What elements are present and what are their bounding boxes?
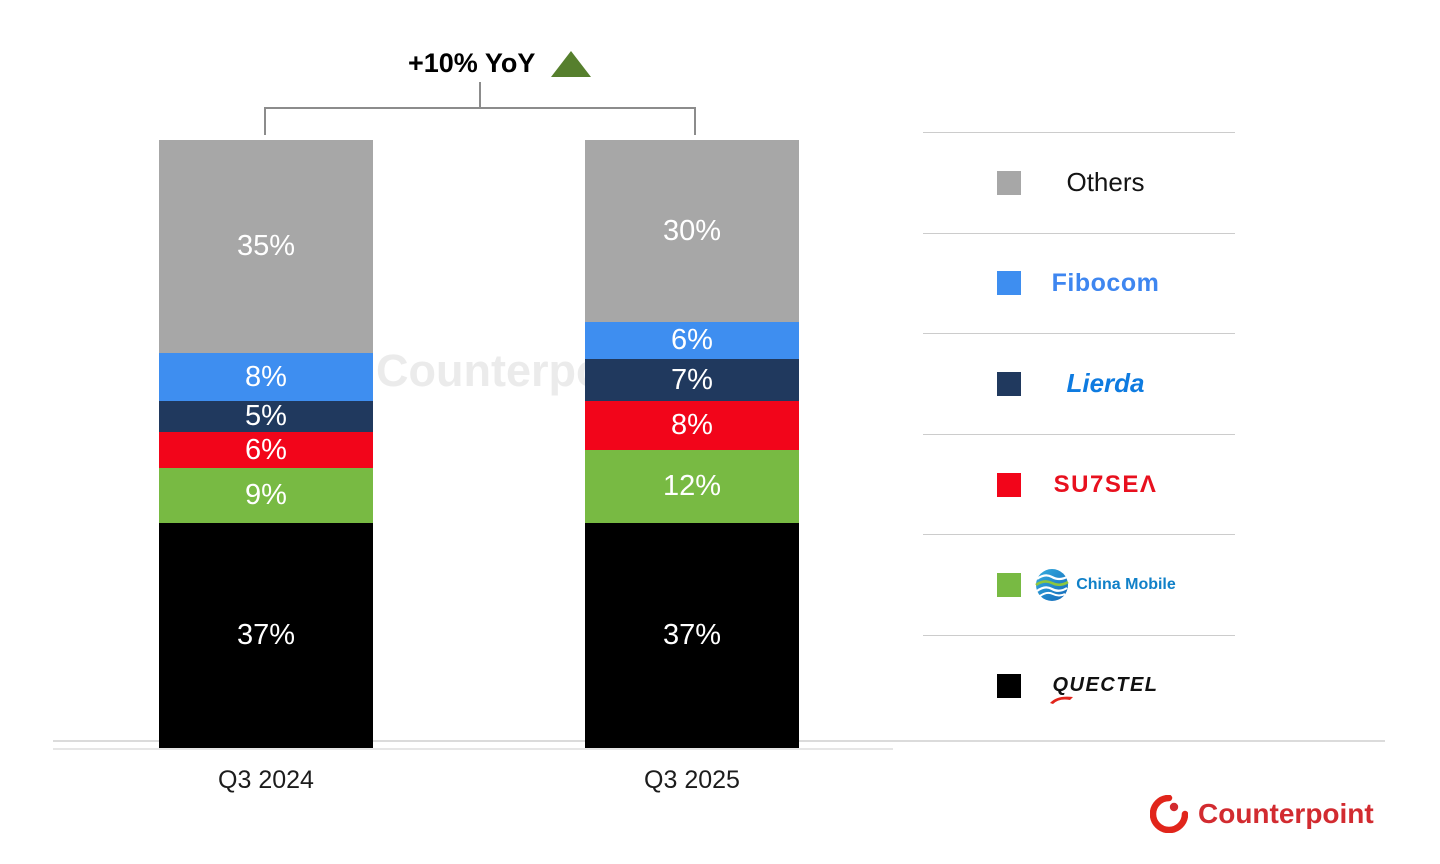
legend-swatch	[997, 573, 1021, 598]
bar-segment-fibocom: 8%	[159, 352, 373, 402]
bar-segment-quectel: 37%	[159, 523, 373, 748]
lierda-logo-text: Lierda	[1066, 368, 1145, 399]
bar-segment-others: 30%	[585, 140, 799, 323]
bar-value-label: 8%	[671, 409, 713, 442]
legend-label: China Mobile	[1021, 568, 1190, 602]
legend-item-fibocom: Fibocom	[923, 232, 1235, 334]
bar-value-label: 37%	[662, 618, 722, 651]
bar-segment-quectel: 37%	[585, 522, 799, 748]
legend-swatch	[997, 371, 1021, 396]
bar-segment-others: 35%	[159, 140, 373, 353]
bar-segment-china-mobile: 9%	[159, 468, 373, 523]
quectel-logo-text: QUECTEL	[1050, 674, 1158, 705]
legend-swatch	[997, 472, 1021, 497]
bar-value-label: 30%	[662, 214, 722, 247]
category-label-q3-2024: Q3 2024	[218, 766, 314, 794]
china-mobile-logo-text: China Mobile	[1076, 576, 1176, 594]
legend-label: SU7SEΛ	[1021, 471, 1190, 499]
china-mobile-logo: China Mobile	[1035, 568, 1176, 602]
yoy-bracket-stem	[479, 82, 481, 108]
counterpoint-brand: Counterpoint	[1150, 795, 1374, 833]
yoy-bracket-right	[694, 107, 696, 135]
legend-swatch	[997, 170, 1021, 195]
bar-value-label: 8%	[245, 360, 287, 393]
yoy-annotation: +10% YoY	[408, 48, 592, 79]
others-logo-text: Others	[1066, 167, 1145, 198]
bar-value-label: 9%	[245, 479, 287, 512]
legend-label: Fibocom	[1021, 269, 1190, 298]
bar-value-label: 37%	[236, 618, 296, 651]
legend-label: Lierda	[1021, 368, 1190, 399]
bar-value-label: 6%	[671, 324, 713, 357]
legend-item-lierda: Lierda	[923, 333, 1235, 434]
counterpoint-brand-text: Counterpoint	[1198, 798, 1374, 829]
bar-segment-china-mobile: 12%	[585, 450, 799, 523]
bar-segment-sunsea: 6%	[159, 431, 373, 469]
bar-column-q3-2024: 35% 8% 5% 6% 9% 37%	[159, 140, 373, 748]
yoy-label: +10% YoY	[408, 48, 536, 78]
bar-segment-sunsea: 8%	[585, 401, 799, 451]
category-label-q3-2025: Q3 2025	[644, 766, 740, 794]
bar-value-label: 5%	[245, 400, 287, 433]
bar-segment-fibocom: 6%	[585, 322, 799, 359]
bar-segment-lierda: 5%	[159, 400, 373, 433]
axis-baseline-secondary	[53, 748, 893, 750]
china-mobile-icon	[1035, 569, 1069, 602]
quectel-swoosh-icon	[1050, 696, 1074, 705]
legend-label: Others	[1021, 167, 1190, 198]
bar-value-label: 6%	[245, 433, 287, 466]
legend-item-quectel: QUECTEL	[923, 634, 1235, 736]
bar-segment-lierda: 7%	[585, 358, 799, 402]
legend-item-others: Others	[923, 132, 1235, 233]
yoy-up-arrow-icon	[551, 50, 592, 77]
bar-column-q3-2025: 30% 6% 7% 8% 12% 37%	[585, 140, 799, 748]
legend: Others Fibocom Lierda SU7SEΛ China Mobile QU…	[923, 132, 1235, 736]
yoy-bracket-left	[264, 107, 266, 135]
bar-value-label: 35%	[236, 229, 296, 262]
counterpoint-logo-icon	[1150, 795, 1188, 833]
sunsea-logo-text: SU7SEΛ	[1053, 470, 1158, 498]
legend-swatch	[997, 271, 1021, 296]
bar-value-label: 7%	[671, 363, 713, 396]
legend-swatch	[997, 673, 1021, 698]
legend-item-sunsea: SU7SEΛ	[923, 433, 1235, 535]
legend-label: QUECTEL	[1021, 674, 1190, 705]
fibocom-logo-text: Fibocom	[1051, 268, 1160, 297]
legend-item-china-mobile: China Mobile	[923, 534, 1235, 635]
bar-value-label: 12%	[662, 470, 722, 502]
yoy-bracket	[264, 107, 696, 109]
